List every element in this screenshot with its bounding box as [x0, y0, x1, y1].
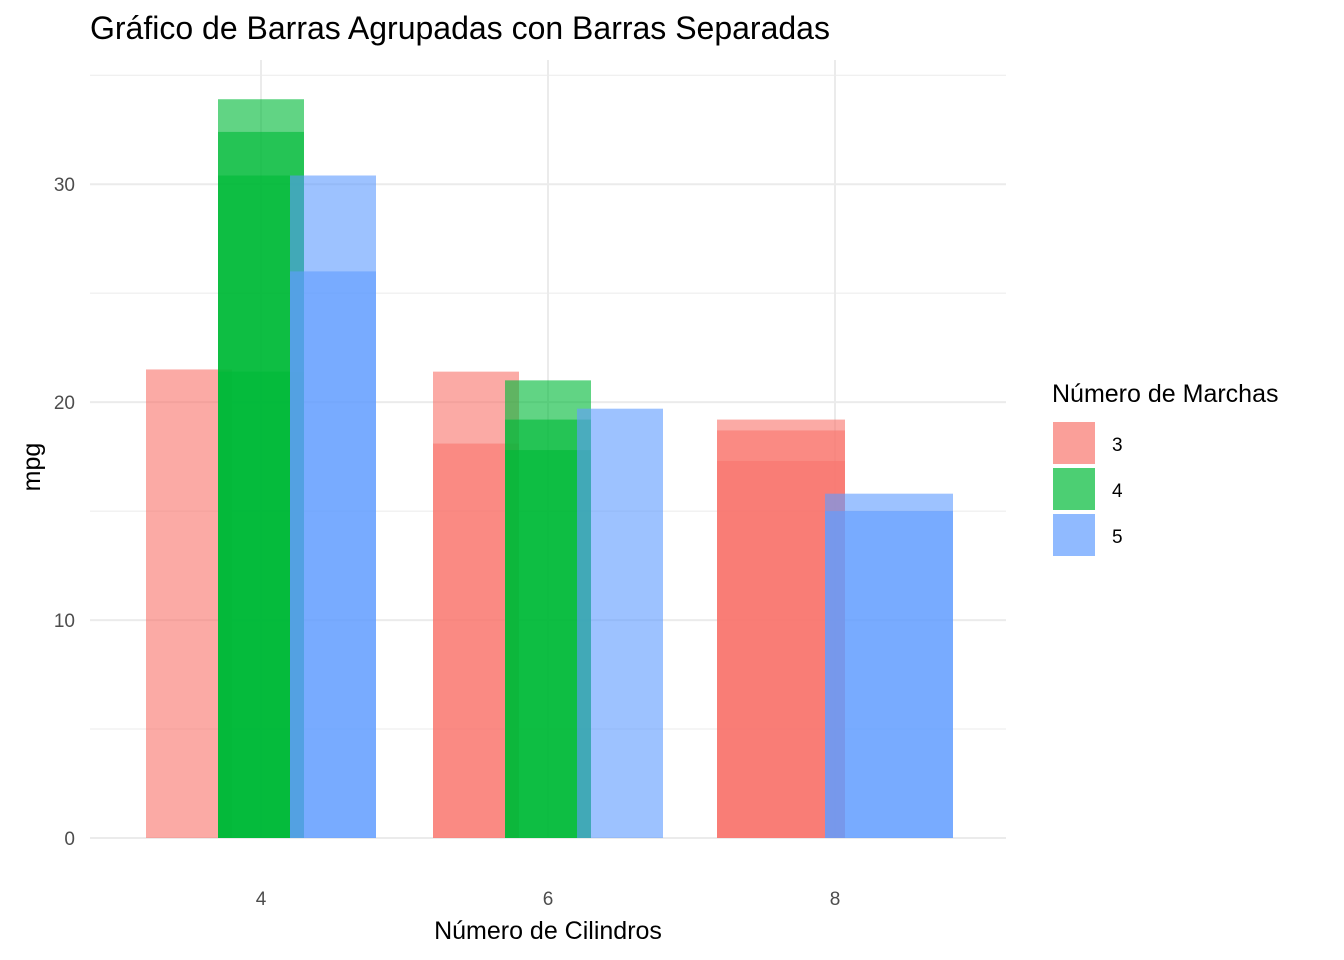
y-tick-label: 30: [54, 175, 75, 196]
bar-5-6: [577, 408, 663, 838]
y-tick-label: 10: [54, 611, 75, 632]
chart-title: Gráfico de Barras Agrupadas con Barras S…: [90, 10, 830, 46]
legend-label-4: 4: [1112, 481, 1123, 502]
bar-5-8: [825, 511, 953, 838]
x-axis-title: Número de Cilindros: [434, 917, 662, 945]
x-tick-label: 6: [543, 889, 554, 910]
legend-label-3: 3: [1112, 435, 1123, 456]
y-tick-label: 0: [64, 829, 75, 850]
x-tick-label: 4: [256, 889, 267, 910]
x-tick-label: 8: [830, 889, 841, 910]
legend-key-3: [1053, 422, 1095, 464]
bar-3-8: [717, 460, 845, 838]
legend: Número de Marchas 3 4 5: [1052, 380, 1278, 556]
y-tick-label: 20: [54, 393, 75, 414]
bar-3-4: [146, 369, 232, 838]
tick-labels: 0 10 20 30 4 6 8: [54, 175, 840, 910]
bar-4-6: [505, 450, 591, 838]
bar-5-4: [290, 271, 376, 838]
y-axis-title: mpg: [18, 443, 46, 492]
bars: [146, 99, 953, 839]
legend-label-5: 5: [1112, 527, 1123, 548]
bar-4-4: [218, 371, 304, 838]
bar-3-6: [433, 443, 519, 838]
legend-key-4: [1053, 468, 1095, 510]
legend-key-5: [1053, 514, 1095, 556]
legend-title: Número de Marchas: [1052, 380, 1278, 408]
